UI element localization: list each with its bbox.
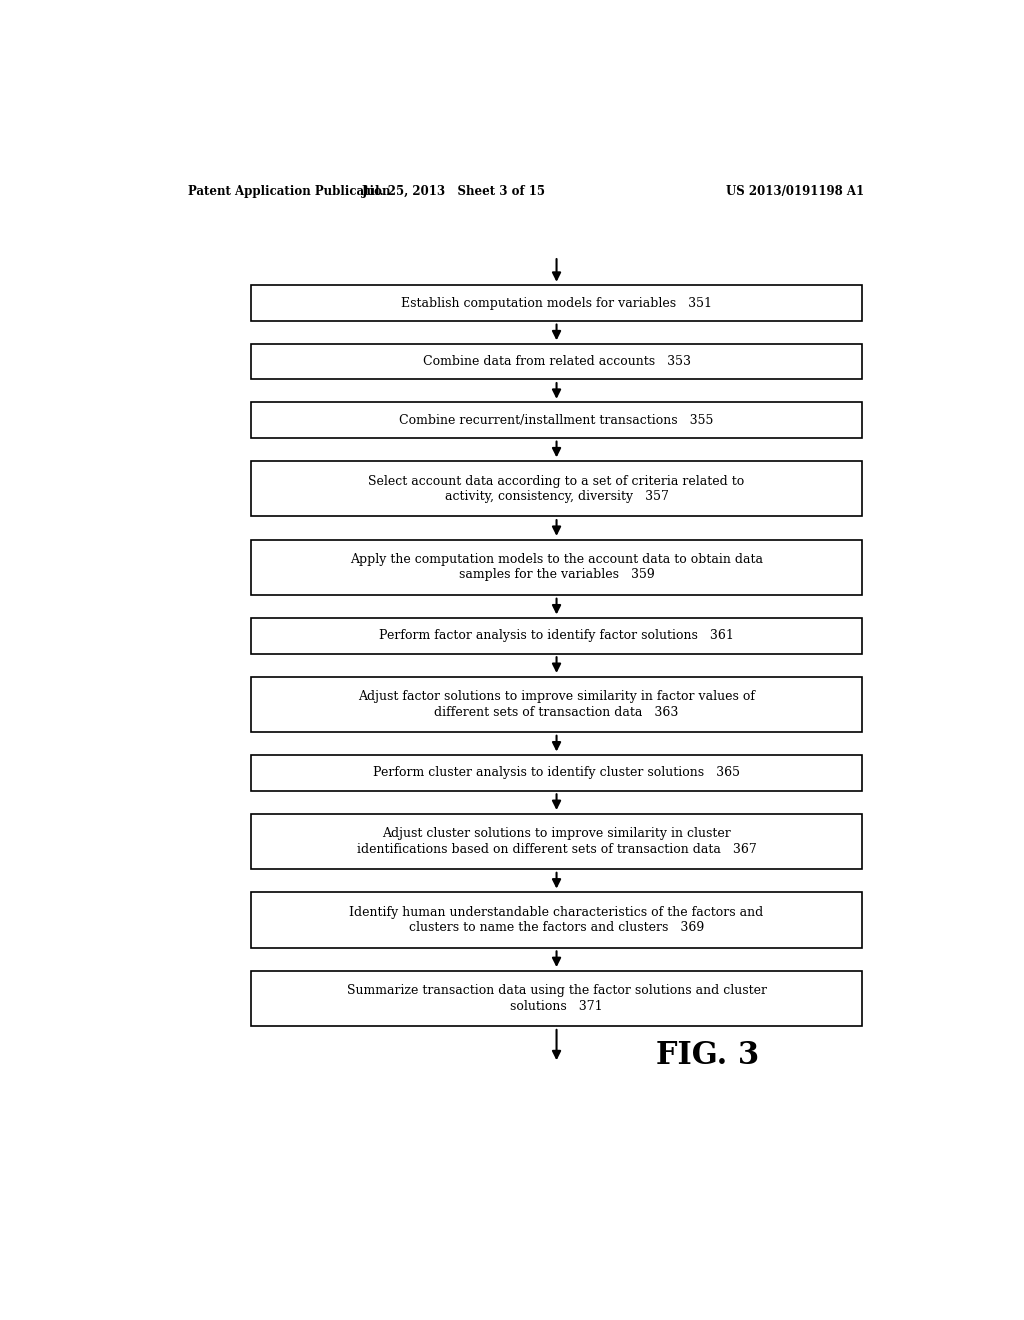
FancyBboxPatch shape — [251, 892, 862, 948]
FancyBboxPatch shape — [251, 345, 862, 379]
Text: Perform cluster analysis to identify cluster solutions   365: Perform cluster analysis to identify clu… — [373, 767, 740, 779]
Text: clusters to name the factors and clusters   369: clusters to name the factors and cluster… — [409, 921, 705, 935]
FancyBboxPatch shape — [251, 813, 862, 869]
FancyBboxPatch shape — [251, 755, 862, 791]
Text: samples for the variables   359: samples for the variables 359 — [459, 569, 654, 582]
Text: Adjust cluster solutions to improve similarity in cluster: Adjust cluster solutions to improve simi… — [382, 828, 731, 841]
Text: Apply the computation models to the account data to obtain data: Apply the computation models to the acco… — [350, 553, 763, 566]
FancyBboxPatch shape — [251, 970, 862, 1026]
Text: different sets of transaction data   363: different sets of transaction data 363 — [434, 705, 679, 718]
Text: Summarize transaction data using the factor solutions and cluster: Summarize transaction data using the fac… — [346, 985, 767, 998]
Text: activity, consistency, diversity   357: activity, consistency, diversity 357 — [444, 490, 669, 503]
FancyBboxPatch shape — [251, 403, 862, 438]
Text: Identify human understandable characteristics of the factors and: Identify human understandable characteri… — [349, 906, 764, 919]
FancyBboxPatch shape — [251, 677, 862, 733]
Text: Select account data according to a set of criteria related to: Select account data according to a set o… — [369, 474, 744, 487]
Text: Patent Application Publication: Patent Application Publication — [188, 185, 391, 198]
Text: FIG. 3: FIG. 3 — [655, 1040, 759, 1072]
Text: Adjust factor solutions to improve similarity in factor values of: Adjust factor solutions to improve simil… — [358, 690, 755, 704]
Text: solutions   371: solutions 371 — [510, 999, 603, 1012]
FancyBboxPatch shape — [251, 285, 862, 321]
Text: Jul. 25, 2013   Sheet 3 of 15: Jul. 25, 2013 Sheet 3 of 15 — [361, 185, 546, 198]
Text: Perform factor analysis to identify factor solutions   361: Perform factor analysis to identify fact… — [379, 630, 734, 643]
Text: Combine recurrent/installment transactions   355: Combine recurrent/installment transactio… — [399, 413, 714, 426]
FancyBboxPatch shape — [251, 461, 862, 516]
Text: Combine data from related accounts   353: Combine data from related accounts 353 — [423, 355, 690, 368]
Text: Establish computation models for variables   351: Establish computation models for variabl… — [401, 297, 712, 310]
FancyBboxPatch shape — [251, 618, 862, 653]
Text: US 2013/0191198 A1: US 2013/0191198 A1 — [726, 185, 864, 198]
Text: identifications based on different sets of transaction data   367: identifications based on different sets … — [356, 842, 757, 855]
FancyBboxPatch shape — [251, 540, 862, 595]
